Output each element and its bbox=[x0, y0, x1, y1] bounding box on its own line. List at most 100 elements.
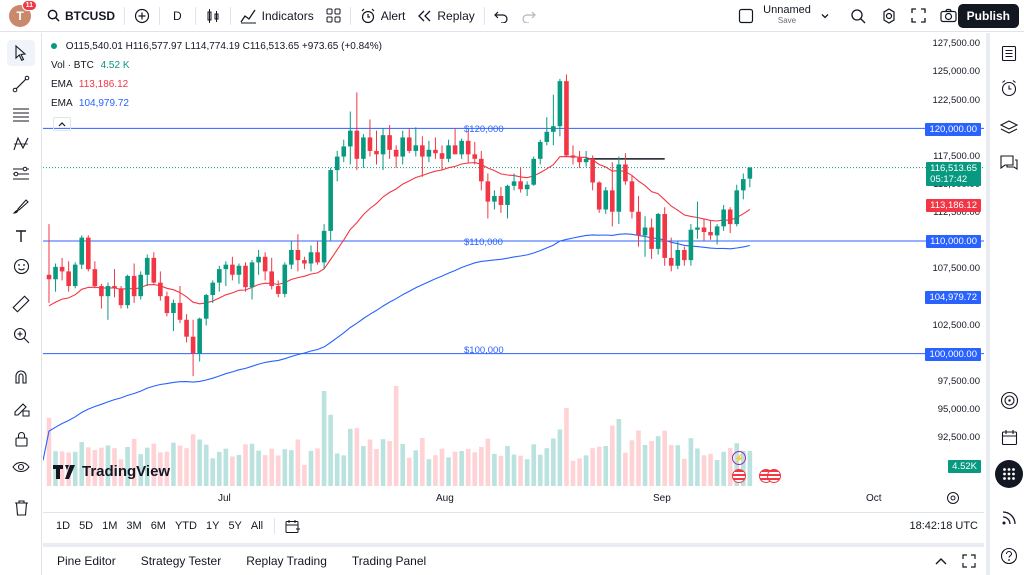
volume-bar bbox=[354, 428, 360, 486]
eye-toggle-dot[interactable] bbox=[51, 43, 57, 49]
chart-pane[interactable]: O115,540.01 H116,577.97 L114,774.19 C116… bbox=[43, 33, 984, 543]
calendar-button[interactable] bbox=[995, 424, 1023, 450]
snapshot-button[interactable] bbox=[934, 2, 963, 30]
text-tool[interactable] bbox=[7, 223, 35, 249]
replay-button[interactable]: Replay bbox=[411, 2, 480, 30]
remove-drawings-tool[interactable] bbox=[7, 495, 35, 521]
ruler-icon bbox=[12, 295, 30, 313]
list-icon bbox=[1001, 45, 1017, 61]
chart-type-button[interactable] bbox=[199, 2, 227, 30]
alert-button[interactable]: Alert bbox=[354, 2, 412, 30]
range-3m[interactable]: 3M bbox=[126, 520, 142, 532]
technicals-button[interactable] bbox=[995, 387, 1023, 413]
measure-tool[interactable] bbox=[7, 291, 35, 317]
cursor-icon bbox=[15, 45, 27, 61]
pattern-tool[interactable] bbox=[7, 131, 35, 157]
candle-body bbox=[492, 195, 497, 202]
tab-trading-panel[interactable]: Trading Panel bbox=[351, 554, 427, 568]
zoom-tool[interactable] bbox=[7, 322, 35, 348]
event-us-flag-icon[interactable] bbox=[732, 469, 746, 483]
layout-menu-button[interactable] bbox=[814, 2, 836, 30]
utc-clock[interactable]: 18:42:18 UTC bbox=[909, 520, 978, 532]
range-1d[interactable]: 1D bbox=[56, 520, 71, 532]
range-all[interactable]: All bbox=[250, 520, 264, 532]
volume-legend[interactable]: Vol · BTC 4.52 K bbox=[51, 60, 130, 71]
volume-bar bbox=[662, 430, 667, 486]
redo-button[interactable] bbox=[515, 2, 542, 30]
volume-bar bbox=[551, 438, 556, 486]
range-1m[interactable]: 1M bbox=[102, 520, 118, 532]
tab-strategy-tester[interactable]: Strategy Tester bbox=[140, 554, 222, 568]
cursor-tool[interactable] bbox=[7, 40, 35, 66]
range-5d[interactable]: 5D bbox=[79, 520, 94, 532]
volume-bar bbox=[321, 391, 327, 486]
volume-bar bbox=[596, 446, 602, 486]
ema-fast-tag: 113,186.12 bbox=[926, 199, 981, 212]
volume-bar bbox=[334, 453, 340, 486]
range-ytd[interactable]: YTD bbox=[174, 520, 197, 532]
news-feed-button[interactable] bbox=[995, 505, 1023, 531]
volume-bar bbox=[243, 444, 248, 486]
calendar-icon bbox=[1001, 429, 1017, 445]
lock-drawings-tool[interactable] bbox=[7, 426, 35, 452]
tab-pine-editor[interactable]: Pine Editor bbox=[57, 554, 116, 568]
candle-body bbox=[459, 140, 464, 155]
object-tree-button[interactable] bbox=[995, 115, 1023, 141]
publish-button[interactable]: Publish bbox=[957, 4, 1019, 28]
hide-drawings-tool[interactable] bbox=[7, 454, 35, 480]
magnet-icon bbox=[15, 370, 27, 384]
ema-slow-legend[interactable]: EMA 104,979.72 bbox=[51, 98, 129, 109]
emoji-tool[interactable] bbox=[7, 253, 35, 279]
event-flash-icon[interactable]: ⚡ bbox=[732, 451, 746, 465]
compare-symbol-button[interactable] bbox=[128, 2, 156, 30]
templates-button[interactable] bbox=[320, 2, 347, 30]
chart-settings-button[interactable] bbox=[946, 491, 960, 510]
volume-bar bbox=[86, 447, 91, 486]
date-range-icon[interactable] bbox=[285, 519, 301, 534]
interval-button[interactable]: D bbox=[163, 2, 192, 30]
candle-body bbox=[505, 185, 510, 205]
volume-bar bbox=[452, 451, 458, 486]
maximize-panel-icon[interactable] bbox=[962, 554, 976, 568]
range-1y[interactable]: 1Y bbox=[205, 520, 220, 532]
alarm-clock-icon bbox=[361, 8, 375, 23]
settings-button[interactable] bbox=[875, 2, 903, 30]
price-chart[interactable] bbox=[43, 33, 984, 513]
stay-drawing-tool[interactable] bbox=[7, 395, 35, 421]
event-us-flag-icon[interactable] bbox=[767, 469, 781, 483]
chevron-up-icon[interactable] bbox=[934, 556, 948, 566]
layout-name-button[interactable]: Unnamed Save bbox=[762, 4, 812, 25]
layout-checkbox[interactable] bbox=[732, 2, 760, 30]
level-100k-label: $100,000 bbox=[464, 345, 504, 356]
products-button[interactable] bbox=[995, 460, 1023, 488]
alerts-panel-button[interactable] bbox=[995, 75, 1023, 101]
volume-bar bbox=[138, 454, 143, 486]
date-range-bar: 1D 5D 1M 3M 6M YTD 1Y 5Y All 18:42:18 UT… bbox=[43, 512, 984, 539]
volume-bar bbox=[413, 450, 419, 486]
notification-badge: 11 bbox=[21, 0, 37, 11]
tab-replay-trading[interactable]: Replay Trading bbox=[246, 554, 327, 568]
volume-bar bbox=[223, 448, 229, 486]
brush-tool[interactable] bbox=[7, 193, 35, 219]
watchlist-button[interactable] bbox=[995, 40, 1023, 66]
trend-line-tool[interactable] bbox=[7, 71, 35, 97]
candle-body bbox=[708, 231, 713, 236]
range-5y[interactable]: 5Y bbox=[228, 520, 242, 532]
quick-search-button[interactable] bbox=[844, 2, 872, 30]
help-button[interactable] bbox=[995, 543, 1023, 569]
chats-button[interactable] bbox=[995, 150, 1023, 176]
forecast-tool[interactable] bbox=[7, 161, 35, 187]
horizontal-lines-tool[interactable] bbox=[7, 101, 35, 127]
symbol-search-button[interactable]: BTCUSD bbox=[41, 2, 121, 30]
range-6m[interactable]: 6M bbox=[150, 520, 166, 532]
divider bbox=[159, 6, 160, 25]
magnet-tool[interactable] bbox=[7, 364, 35, 390]
ema-fast-legend[interactable]: EMA 113,186.12 bbox=[51, 79, 128, 90]
collapse-legend-button[interactable] bbox=[53, 117, 71, 131]
candle-body bbox=[275, 286, 281, 294]
undo-button[interactable] bbox=[488, 2, 515, 30]
fullscreen-button[interactable] bbox=[905, 2, 932, 30]
tradingview-watermark[interactable]: TradingView bbox=[53, 463, 170, 480]
indicators-button[interactable]: Indicators bbox=[234, 2, 320, 30]
user-avatar[interactable]: T 11 bbox=[9, 0, 37, 27]
